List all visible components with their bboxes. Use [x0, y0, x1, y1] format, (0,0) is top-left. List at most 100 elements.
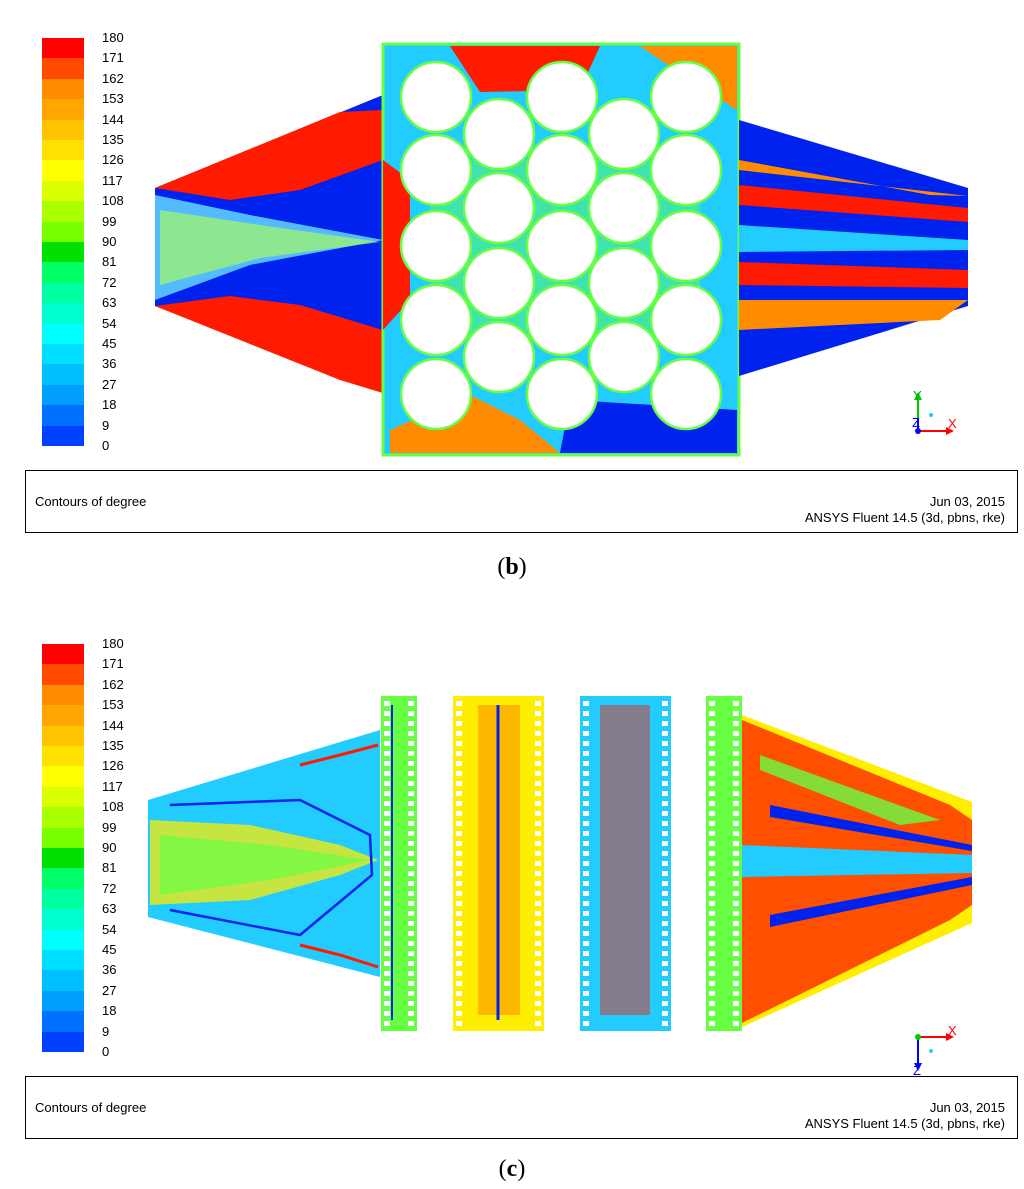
plot-date-b: Jun 03, 2015 — [929, 494, 1005, 509]
channel-slot — [384, 891, 390, 896]
legend-label: 27 — [102, 376, 117, 392]
legend-label: 90 — [102, 234, 117, 249]
channel-slot — [733, 911, 739, 916]
channel-slot — [733, 851, 739, 856]
channel-slot — [733, 891, 739, 896]
channel-slot — [709, 971, 715, 976]
inlet-green-core-c — [160, 835, 370, 895]
channel-slot — [583, 961, 589, 966]
channel-slot — [384, 711, 390, 716]
channel-slot — [384, 811, 390, 816]
caption-close-b: ) — [518, 554, 527, 580]
plot-title-b: Contours of degree — [35, 494, 147, 509]
legend-label: 45 — [102, 336, 117, 351]
channel-slot — [662, 801, 668, 806]
channel-slot — [662, 881, 668, 886]
plot-date-c: Jun 03, 2015 — [929, 1100, 1005, 1115]
legend-swatch — [42, 78, 84, 100]
channel-slot — [408, 941, 414, 946]
channel-slot — [662, 741, 668, 746]
channel-slot — [408, 791, 414, 796]
channel-slot — [384, 741, 390, 746]
legend-label: 126 — [102, 152, 124, 168]
channel-slot — [709, 811, 715, 816]
channel-slot — [408, 801, 414, 806]
channel-slot — [456, 801, 462, 806]
channel-slot — [408, 841, 414, 846]
legend-label: 9 — [102, 1023, 110, 1039]
channel-slot — [456, 811, 462, 816]
channel-slot — [583, 871, 589, 876]
bank-red-bottom-b — [390, 395, 560, 453]
legend-swatch — [42, 746, 84, 767]
legend-label: 99 — [102, 819, 117, 835]
channel-slot — [709, 991, 715, 996]
channel-slot — [733, 1021, 739, 1026]
channel-slot — [456, 921, 462, 926]
channel-slot — [456, 821, 462, 826]
channel-slot — [384, 991, 390, 996]
legend-label: 180 — [102, 30, 124, 45]
channel-slot — [535, 841, 541, 846]
panel-b: 180 171 162 153 144 135 126 117 108 99 90 81 72 63 54 4… — [0, 0, 1024, 590]
channel-slot — [709, 861, 715, 866]
legend-swatch — [42, 888, 84, 910]
channel-slot — [384, 791, 390, 796]
channel-slot — [535, 891, 541, 896]
channel-slot — [733, 761, 739, 766]
channel-slot — [709, 941, 715, 946]
channel-slot — [709, 741, 715, 746]
channel-slot — [456, 761, 462, 766]
inlet-red-streak-bot-c — [299, 943, 379, 969]
channel-slot — [709, 791, 715, 796]
legend-label: 45 — [102, 942, 117, 957]
channel-slot — [709, 801, 715, 806]
legend-swatch — [42, 705, 84, 727]
legend-label: 36 — [102, 356, 117, 372]
outlet-blue-1-c — [770, 805, 972, 851]
channel-slot — [408, 961, 414, 966]
channel-slot — [408, 751, 414, 756]
channel-slot — [384, 1001, 390, 1006]
channel-slot — [408, 881, 414, 886]
channel-slot — [583, 811, 589, 816]
legend-label: 117 — [102, 172, 123, 188]
legend-label: 144 — [102, 717, 124, 733]
inlet-jet-mix-b — [160, 210, 380, 285]
channel-slot — [733, 971, 739, 976]
legend-swatch — [42, 99, 84, 121]
info-box-c: Contours of degree Jun 03, 2015 ANSYS Fl… — [25, 1076, 1018, 1139]
channel-slot — [408, 951, 414, 956]
legend-swatch — [42, 786, 84, 808]
channel-slot — [535, 741, 541, 746]
axis-z-label-b: Z — [912, 415, 920, 430]
plot-title-c: Contours of degree — [35, 1100, 147, 1115]
channel-slot — [733, 731, 739, 736]
channel-slot — [583, 1021, 589, 1026]
tube-cylinder — [399, 60, 473, 134]
channel-slot — [384, 821, 390, 826]
channel-slot — [408, 931, 414, 936]
channel-slot — [583, 931, 589, 936]
channel-slot — [583, 941, 589, 946]
channel-slot — [535, 791, 541, 796]
channel-slot — [384, 1011, 390, 1016]
channel-slot — [583, 951, 589, 956]
channel-slots-c — [384, 701, 739, 1026]
channel-slot — [535, 1001, 541, 1006]
axis-z-label-c: Z — [913, 1063, 921, 1075]
inlet-red-lower-b — [155, 296, 383, 393]
tube-cylinder — [525, 357, 599, 431]
axis-y-label-b: Y — [913, 388, 922, 403]
channel-slot — [456, 841, 462, 846]
channel-slot — [733, 841, 739, 846]
channel-slot — [408, 1021, 414, 1026]
legend-label: 54 — [102, 921, 117, 937]
channel-slot — [408, 761, 414, 766]
tube-cylinder — [462, 320, 536, 394]
channel-slot — [535, 751, 541, 756]
axis-x-label-b: X — [948, 416, 957, 431]
channel-slot — [456, 711, 462, 716]
channel-slot — [662, 901, 668, 906]
channel-slot — [709, 771, 715, 776]
